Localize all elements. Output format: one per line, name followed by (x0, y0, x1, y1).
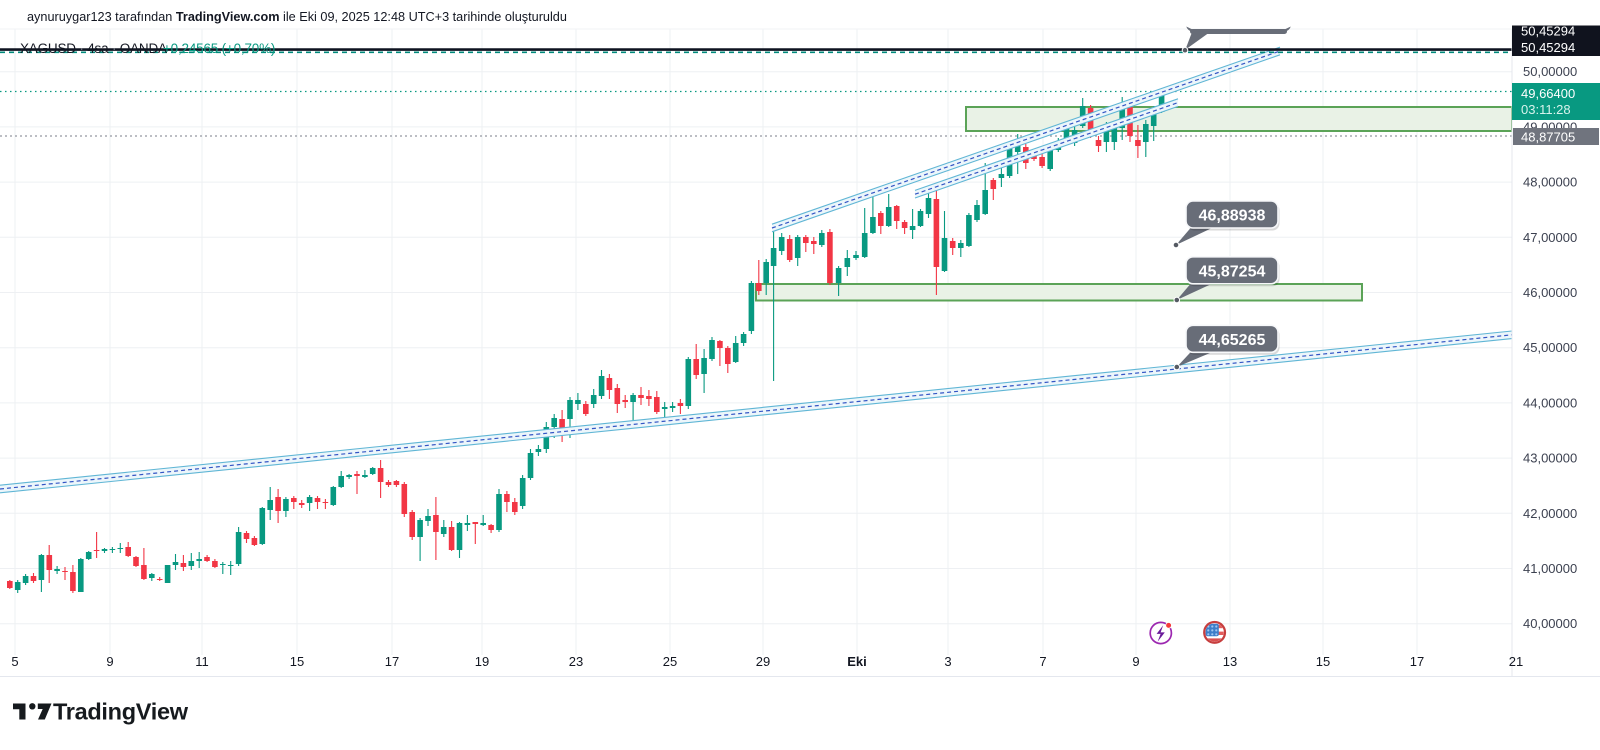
svg-text:9: 9 (1132, 654, 1139, 669)
svg-text:3: 3 (944, 654, 951, 669)
svg-text:46,88938: 46,88938 (1199, 208, 1266, 225)
svg-text:+0,24565 (+0,70%): +0,24565 (+0,70%) (163, 41, 275, 56)
svg-text:43,00000: 43,00000 (1523, 451, 1577, 466)
svg-text:25: 25 (663, 654, 677, 669)
svg-text:9: 9 (106, 654, 113, 669)
svg-text:48,00000: 48,00000 (1523, 175, 1577, 190)
svg-text:15: 15 (1316, 654, 1330, 669)
svg-text:50,45294: 50,45294 (1521, 24, 1575, 39)
svg-text:17: 17 (385, 654, 399, 669)
svg-text:XAGUSD · 4sa · OANDA: XAGUSD · 4sa · OANDA (20, 41, 167, 56)
svg-text:11: 11 (195, 654, 209, 669)
svg-text:42,00000: 42,00000 (1523, 506, 1577, 521)
svg-text:45,00000: 45,00000 (1523, 340, 1577, 355)
svg-text:44,65265: 44,65265 (1199, 332, 1266, 349)
svg-text:aynuruygar123 tarafından Tradi: aynuruygar123 tarafından TradingView.com… (27, 10, 567, 24)
svg-text:13: 13 (1223, 654, 1237, 669)
svg-text:TradingView: TradingView (53, 699, 189, 725)
svg-text:47,00000: 47,00000 (1523, 230, 1577, 245)
svg-text:46,00000: 46,00000 (1523, 285, 1577, 300)
svg-text:45,87254: 45,87254 (1199, 263, 1266, 280)
svg-text:7: 7 (1039, 654, 1046, 669)
svg-text:21: 21 (1509, 654, 1523, 669)
svg-text:41,00000: 41,00000 (1523, 561, 1577, 576)
svg-text:44,00000: 44,00000 (1523, 395, 1577, 410)
svg-text:19: 19 (475, 654, 489, 669)
svg-text:48,87705: 48,87705 (1521, 130, 1575, 145)
svg-text:5: 5 (11, 654, 18, 669)
svg-text:40,00000: 40,00000 (1523, 616, 1577, 631)
svg-text:23: 23 (569, 654, 583, 669)
svg-text:49,66400: 49,66400 (1521, 86, 1575, 101)
svg-text:15: 15 (290, 654, 304, 669)
svg-text:Eki: Eki (847, 654, 867, 669)
svg-text:29: 29 (756, 654, 770, 669)
svg-text:50,45294: 50,45294 (1521, 40, 1575, 55)
svg-text:03:11:28: 03:11:28 (1521, 102, 1571, 117)
svg-text:50,00000: 50,00000 (1523, 64, 1577, 79)
svg-text:17: 17 (1410, 654, 1424, 669)
